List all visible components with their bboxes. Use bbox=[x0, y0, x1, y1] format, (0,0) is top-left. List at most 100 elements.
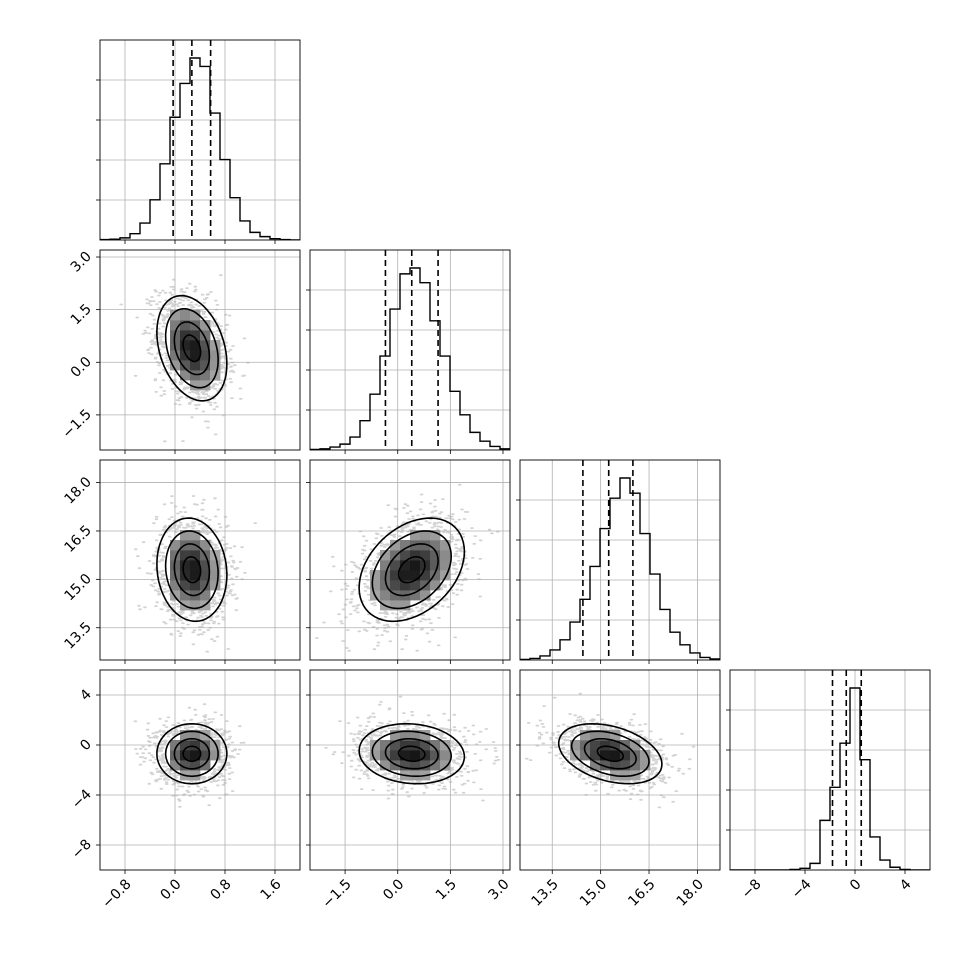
x-tick-label: 16.5 bbox=[625, 876, 658, 909]
density-cell bbox=[210, 360, 221, 371]
contour-line bbox=[164, 730, 219, 778]
density-cell bbox=[420, 760, 431, 771]
x-tick-label: −0.8 bbox=[99, 876, 134, 911]
density-cell bbox=[440, 550, 451, 561]
density-cell bbox=[210, 740, 221, 751]
density-cell bbox=[370, 570, 381, 581]
density-cell bbox=[390, 560, 401, 571]
density-cell bbox=[410, 750, 421, 761]
panel-frame bbox=[729, 669, 931, 871]
contour-line bbox=[164, 530, 219, 610]
ticks-3-2 bbox=[516, 694, 698, 874]
density-cell bbox=[190, 750, 201, 761]
density-cell bbox=[210, 340, 221, 351]
density-cell bbox=[400, 570, 411, 581]
density-cell bbox=[200, 570, 211, 581]
density-cell bbox=[440, 760, 451, 771]
density-cell bbox=[420, 740, 431, 751]
contour-line bbox=[596, 745, 624, 762]
density-cell bbox=[410, 570, 421, 581]
density-cell bbox=[570, 740, 581, 751]
density-cell bbox=[600, 740, 611, 751]
density-cell bbox=[190, 370, 201, 381]
ticks-3-3 bbox=[726, 709, 906, 874]
density-cell bbox=[390, 550, 401, 561]
density-cell bbox=[380, 760, 391, 771]
density-cell bbox=[190, 350, 201, 361]
density-cell bbox=[370, 580, 381, 591]
density-cell bbox=[200, 380, 211, 391]
contour-line bbox=[371, 730, 453, 777]
y-tick-label: 16.5 bbox=[61, 522, 94, 555]
density-cell bbox=[440, 740, 451, 751]
density-cell bbox=[400, 560, 411, 571]
density-cell bbox=[390, 540, 401, 551]
y-tick-label: −4 bbox=[69, 786, 95, 812]
panel-frame bbox=[519, 459, 721, 661]
y-tick-label: 18.0 bbox=[61, 474, 94, 507]
density-cell bbox=[190, 330, 201, 341]
contour-line bbox=[164, 308, 219, 389]
density-cell bbox=[200, 590, 211, 601]
panel-frame bbox=[309, 669, 511, 871]
panel-frame bbox=[99, 249, 301, 451]
density-cell bbox=[400, 540, 411, 551]
x-tick-label: 0 bbox=[847, 876, 865, 894]
ticks-2-0 bbox=[96, 482, 276, 664]
density-cell bbox=[430, 530, 441, 541]
density-cell bbox=[190, 580, 201, 591]
density-cell bbox=[200, 330, 211, 341]
y-tick-label: 1.5 bbox=[68, 301, 95, 328]
density-cell bbox=[620, 750, 631, 761]
density-cell bbox=[440, 560, 451, 571]
density-cell bbox=[170, 540, 181, 551]
contour-line bbox=[173, 543, 211, 597]
density-cell bbox=[180, 730, 191, 741]
density-cell bbox=[610, 730, 621, 741]
panel-frame bbox=[99, 669, 301, 871]
ticks-0-0 bbox=[96, 79, 276, 244]
contour-line bbox=[182, 745, 202, 763]
density-cell bbox=[420, 590, 431, 601]
density-cell bbox=[420, 550, 431, 561]
density-cell bbox=[200, 340, 211, 351]
density-cell bbox=[430, 570, 441, 581]
contour-line bbox=[397, 745, 426, 762]
contour-line bbox=[397, 556, 426, 584]
density-cell bbox=[400, 730, 411, 741]
density-cell bbox=[180, 360, 191, 371]
density-cell bbox=[190, 380, 201, 391]
grid-0-0 bbox=[100, 40, 300, 240]
density-3-0 bbox=[133, 703, 246, 808]
scatter-points bbox=[133, 703, 246, 808]
x-tick-label: −1.5 bbox=[319, 876, 354, 911]
contour-line bbox=[384, 738, 439, 770]
x-tick-label: 1.5 bbox=[433, 876, 460, 903]
x-tick-label: 1.6 bbox=[258, 876, 285, 903]
density-1-0 bbox=[119, 274, 250, 443]
density-cell bbox=[400, 550, 411, 561]
density-cell bbox=[410, 560, 421, 571]
density-cell bbox=[210, 350, 221, 361]
contour-line bbox=[173, 738, 211, 770]
x-tick-label: 0.0 bbox=[158, 876, 185, 903]
density-cell bbox=[600, 750, 611, 761]
density-cell bbox=[180, 330, 191, 341]
density-cell bbox=[430, 560, 441, 571]
contour-line bbox=[156, 517, 228, 623]
density-cell bbox=[190, 360, 201, 371]
density-cell bbox=[170, 590, 181, 601]
density-cell bbox=[410, 580, 421, 591]
y-tick-label: 0.0 bbox=[68, 354, 95, 381]
contour-line bbox=[358, 517, 466, 623]
contour-line bbox=[182, 334, 202, 363]
density-cell bbox=[420, 730, 431, 741]
density-cell bbox=[600, 760, 611, 771]
density-cell bbox=[210, 750, 221, 761]
density-cell bbox=[410, 770, 421, 781]
contour-line bbox=[384, 543, 439, 597]
density-cell bbox=[370, 740, 381, 751]
density-cell bbox=[200, 350, 211, 361]
density-cell bbox=[430, 540, 441, 551]
